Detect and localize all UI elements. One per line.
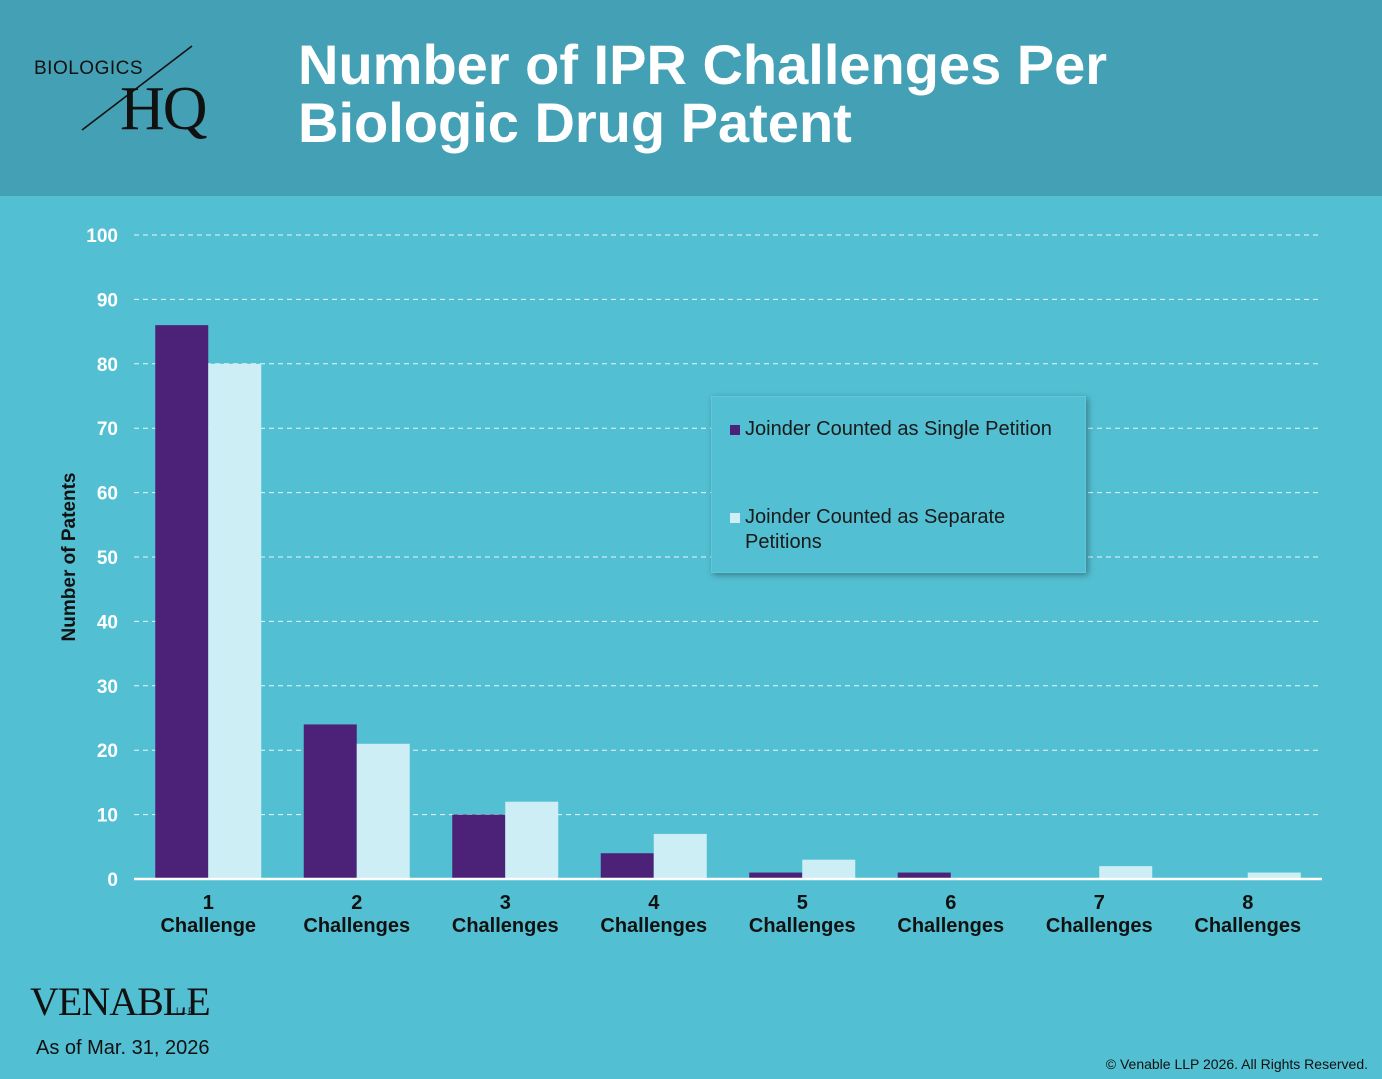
y-tick-label: 90 <box>97 290 118 311</box>
legend-item-separate: Joinder Counted as Separate Petitions <box>730 505 1085 555</box>
x-tick-label: Challenges <box>1194 915 1301 937</box>
logo-hq-text: HQ <box>120 75 208 143</box>
bar-single-petition <box>155 325 209 879</box>
x-tick-label: 5 <box>797 892 808 914</box>
x-tick-label: Challenges <box>749 915 856 937</box>
y-tick-label: 20 <box>97 741 118 762</box>
x-tick-label: Challenge <box>160 915 256 937</box>
bar-separate-petitions <box>356 743 410 879</box>
venable-llp-text: LLP <box>176 1006 196 1016</box>
legend-swatch-single <box>730 425 740 435</box>
x-tick-label: Challenges <box>303 915 410 937</box>
x-tick-label: 4 <box>648 892 660 914</box>
y-tick-label: 30 <box>97 677 118 698</box>
bar-separate-petitions <box>505 801 559 879</box>
as-of-date: As of Mar. 31, 2026 <box>36 1037 210 1059</box>
x-tick-label: 1 <box>203 892 214 914</box>
bar-chart: 0 10 20 30 40 50 60 70 80 90 100 Number of Patents 1… <box>59 226 1322 937</box>
bar-single-petition <box>452 814 506 879</box>
legend-swatch-separate <box>730 513 740 523</box>
chart-legend: Joinder Counted as Single Petition Joind… <box>711 396 1086 573</box>
bar-single-petition <box>897 872 951 879</box>
venable-logo: VENABLE <box>30 979 211 1024</box>
y-tick-label: 10 <box>97 806 118 827</box>
logo-biologics-text: BIOLOGICS <box>34 58 144 79</box>
x-tick-label: 7 <box>1094 892 1105 914</box>
bar-single-petition <box>749 872 803 879</box>
x-tick-label: 6 <box>945 892 956 914</box>
page-title: Number of IPR Challenges Per Biologic Dr… <box>298 33 1108 154</box>
x-tick-label: Challenges <box>897 915 1004 937</box>
legend-label-single: Joinder Counted as Single Petition <box>745 418 1052 440</box>
bar-separate-petitions <box>653 833 707 879</box>
copyright-notice: © Venable LLP 2026. All Rights Reserved. <box>1105 1056 1368 1072</box>
bar-single-petition <box>600 853 654 879</box>
x-tick-label: Challenges <box>452 915 559 937</box>
header-banner: BIOLOGICS HQ Number of IPR Challenges Pe… <box>0 0 1382 196</box>
legend-item-single: Joinder Counted as Single Petition <box>730 417 1085 442</box>
y-tick-label: 40 <box>97 612 118 633</box>
y-tick-label: 60 <box>97 484 118 505</box>
bar-separate-petitions <box>1099 866 1153 879</box>
bar-separate-petitions <box>1247 872 1301 879</box>
bar-separate-petitions <box>208 363 262 879</box>
bar-separate-petitions <box>802 859 856 879</box>
y-axis-title: Number of Patents <box>59 473 80 642</box>
x-tick-label: Challenges <box>1046 915 1153 937</box>
y-tick-label: 100 <box>86 226 118 247</box>
y-tick-label: 70 <box>97 419 118 440</box>
y-tick-label: 50 <box>97 548 118 569</box>
x-tick-label: 2 <box>351 892 362 914</box>
y-tick-label: 80 <box>97 355 118 376</box>
x-tick-label: Challenges <box>600 915 707 937</box>
bar-single-petition <box>303 724 357 879</box>
y-tick-label: 0 <box>107 870 118 891</box>
x-tick-label: 8 <box>1242 892 1253 914</box>
legend-label-separate: Joinder Counted as Separate Petitions <box>745 506 1006 553</box>
logo-slash-icon <box>81 45 193 131</box>
x-tick-label: 3 <box>500 892 511 914</box>
